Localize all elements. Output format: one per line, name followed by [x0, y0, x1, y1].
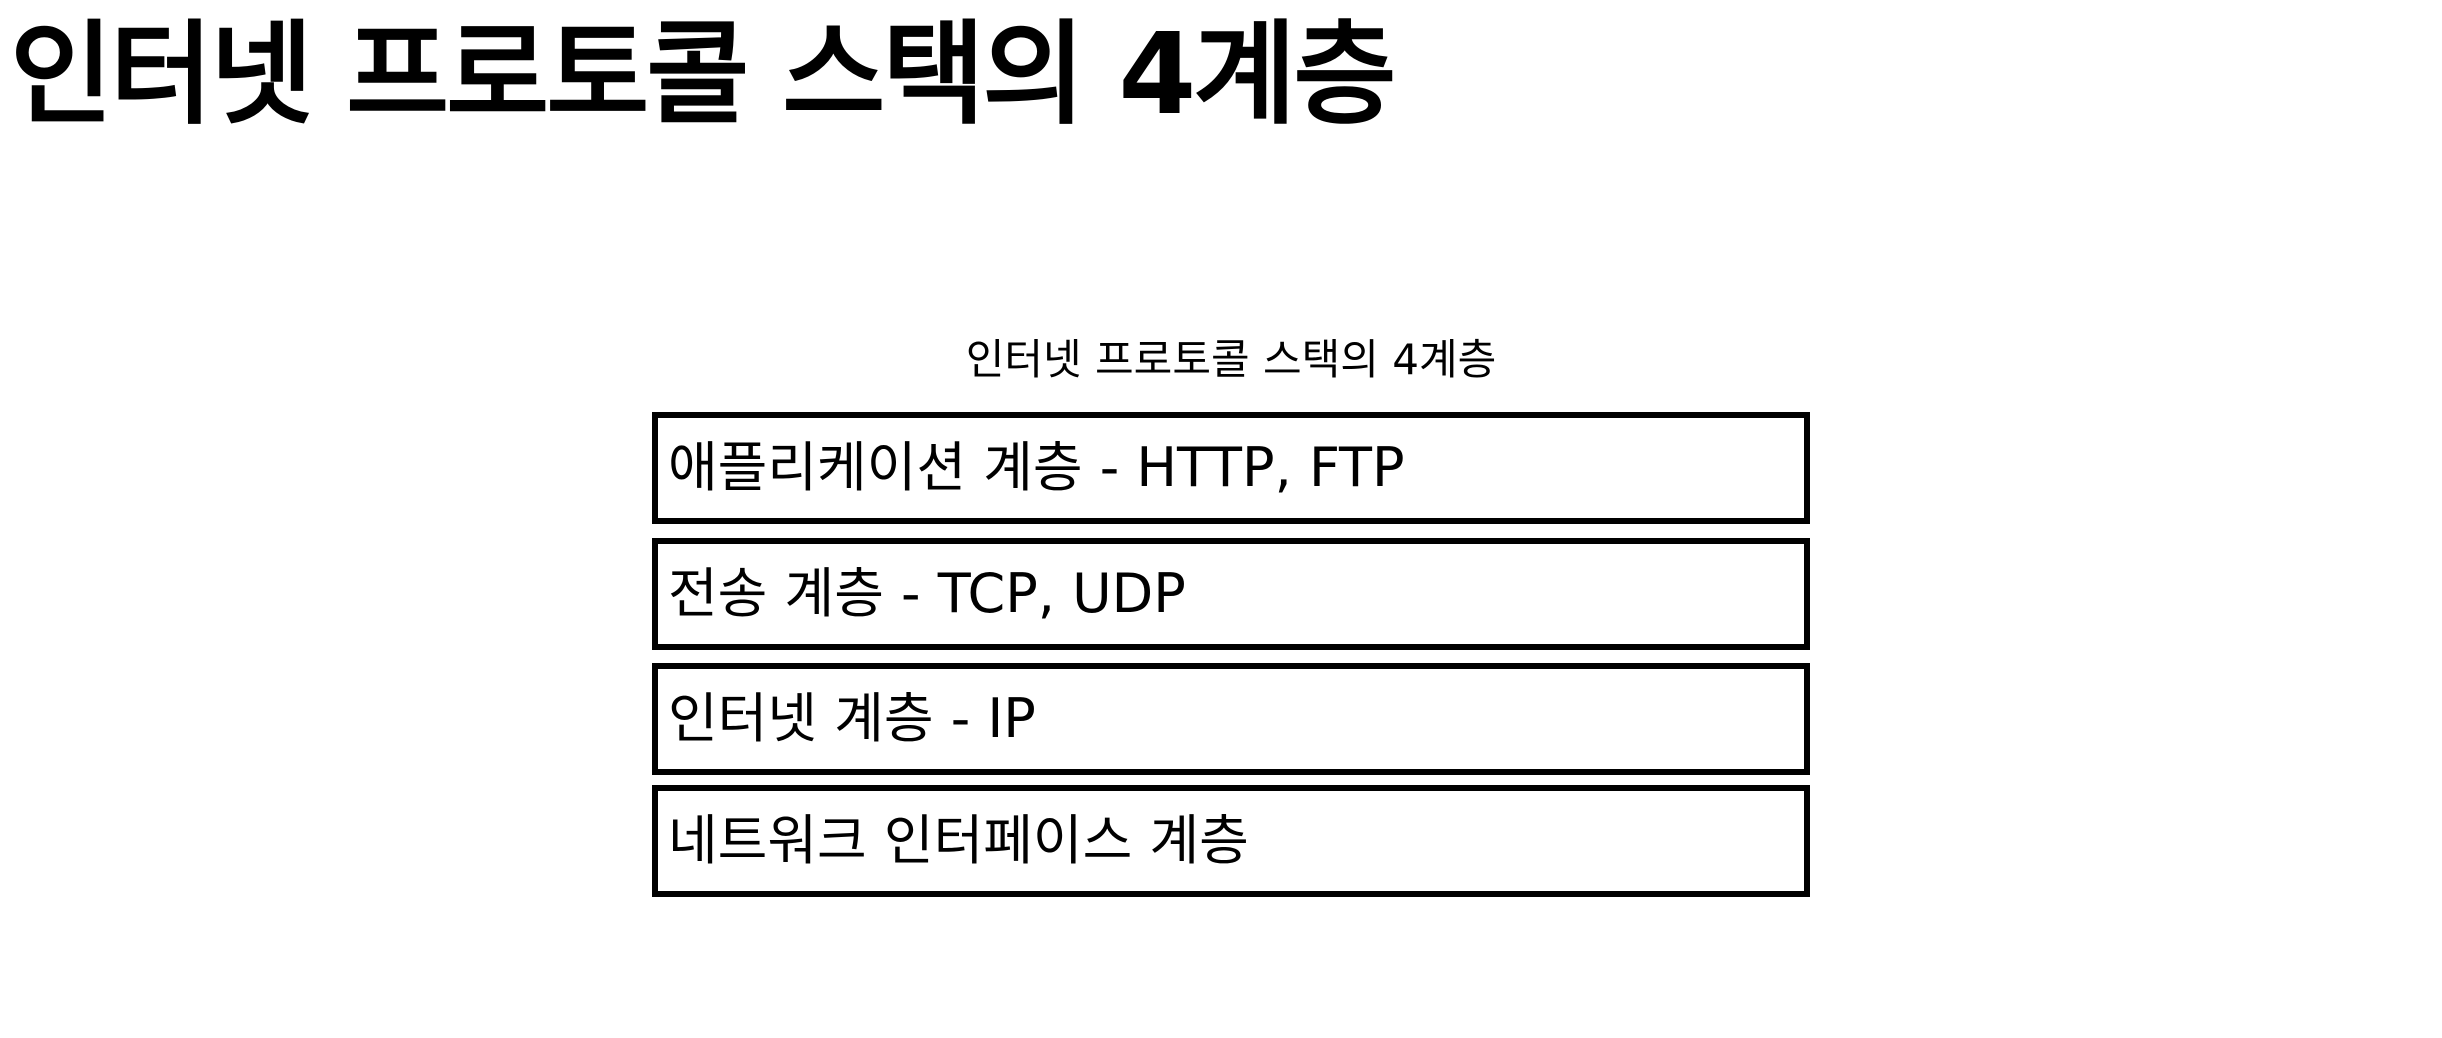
page-title: 인터넷 프로토콜 스택의 4계층: [10, 10, 1396, 140]
transport-layer-label: 전송 계층 - TCP, UDP: [668, 562, 1186, 625]
application-layer-label: 애플리케이션 계층 - HTTP, FTP: [668, 436, 1405, 499]
internet-layer-label: 인터넷 계층 - IP: [668, 687, 1036, 750]
network-interface-layer-box: 네트워크 인터페이스 계층: [652, 785, 1810, 897]
application-layer-box: 애플리케이션 계층 - HTTP, FTP: [652, 412, 1810, 524]
diagram-title: 인터넷 프로토콜 스택의 4계층: [965, 335, 1497, 384]
protocol-stack-diagram: 인터넷 프로토콜 스택의 4계층 애플리케이션 계층 - HTTP, FTP 전…: [652, 318, 1810, 898]
internet-layer-box: 인터넷 계층 - IP: [652, 663, 1810, 775]
transport-layer-box: 전송 계층 - TCP, UDP: [652, 538, 1810, 650]
network-interface-layer-label: 네트워크 인터페이스 계층: [668, 809, 1249, 872]
